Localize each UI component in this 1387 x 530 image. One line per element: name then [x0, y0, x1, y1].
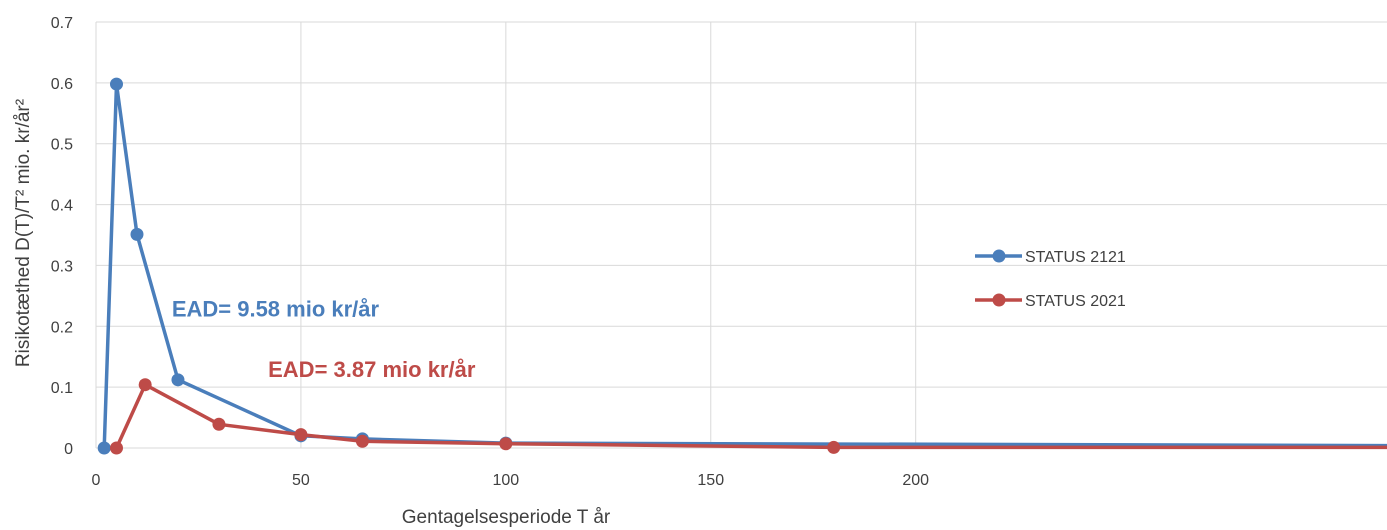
series-2-point — [138, 378, 152, 392]
data-series — [97, 77, 1387, 455]
legend: STATUS 2121 STATUS 2021 — [975, 249, 1126, 310]
series-2-point — [294, 428, 308, 442]
annotations: EAD= 9.58 mio kr/år EAD= 3.87 mio kr/år — [172, 296, 476, 382]
x-tick-label: 0 — [92, 472, 101, 489]
y-tick-label: 0.1 — [51, 380, 73, 397]
y-tick-label: 0.6 — [51, 76, 73, 93]
legend-swatch-marker — [992, 249, 1006, 263]
series-2-point — [355, 434, 369, 448]
x-tick-label: 150 — [697, 472, 724, 489]
x-tick-label: 50 — [292, 472, 310, 489]
y-tick-label: 0 — [64, 441, 73, 458]
x-axis-ticks: 0 50 100 150 200 — [92, 472, 930, 489]
y-axis-ticks: 0 0.1 0.2 0.3 0.4 0.5 0.6 0.7 — [51, 15, 73, 458]
legend-label: STATUS 2121 — [1025, 249, 1126, 266]
x-axis-title: Gentagelsesperiode T år — [402, 507, 611, 528]
x-tick-label: 100 — [492, 472, 519, 489]
y-tick-label: 0.5 — [51, 137, 73, 154]
series-1-point — [130, 227, 144, 241]
y-tick-label: 0.2 — [51, 319, 73, 336]
legend-swatch-marker — [992, 293, 1006, 307]
series-1-point — [171, 373, 185, 387]
y-axis-title: Risikotæthed D(T)/T² mio. kr/år² — [13, 99, 34, 367]
y-tick-label: 0.3 — [51, 258, 73, 275]
y-tick-label: 0.4 — [51, 198, 73, 215]
legend-label: STATUS 2021 — [1025, 293, 1126, 310]
y-tick-label: 0.7 — [51, 15, 73, 32]
series-2-point — [499, 437, 513, 451]
series-2-point — [212, 417, 226, 431]
series-1-point — [97, 441, 111, 455]
gridlines — [95, 21, 1387, 449]
series-line-1 — [102, 82, 1387, 450]
series-1-point — [109, 77, 123, 91]
x-tick-label: 200 — [902, 472, 929, 489]
ead-annotation: EAD= 9.58 mio kr/år — [172, 296, 380, 321]
series-line-2 — [114, 382, 1387, 450]
series-2-point — [827, 440, 841, 454]
ead-annotation: EAD= 3.87 mio kr/år — [268, 357, 476, 382]
series-2-point — [109, 441, 123, 455]
